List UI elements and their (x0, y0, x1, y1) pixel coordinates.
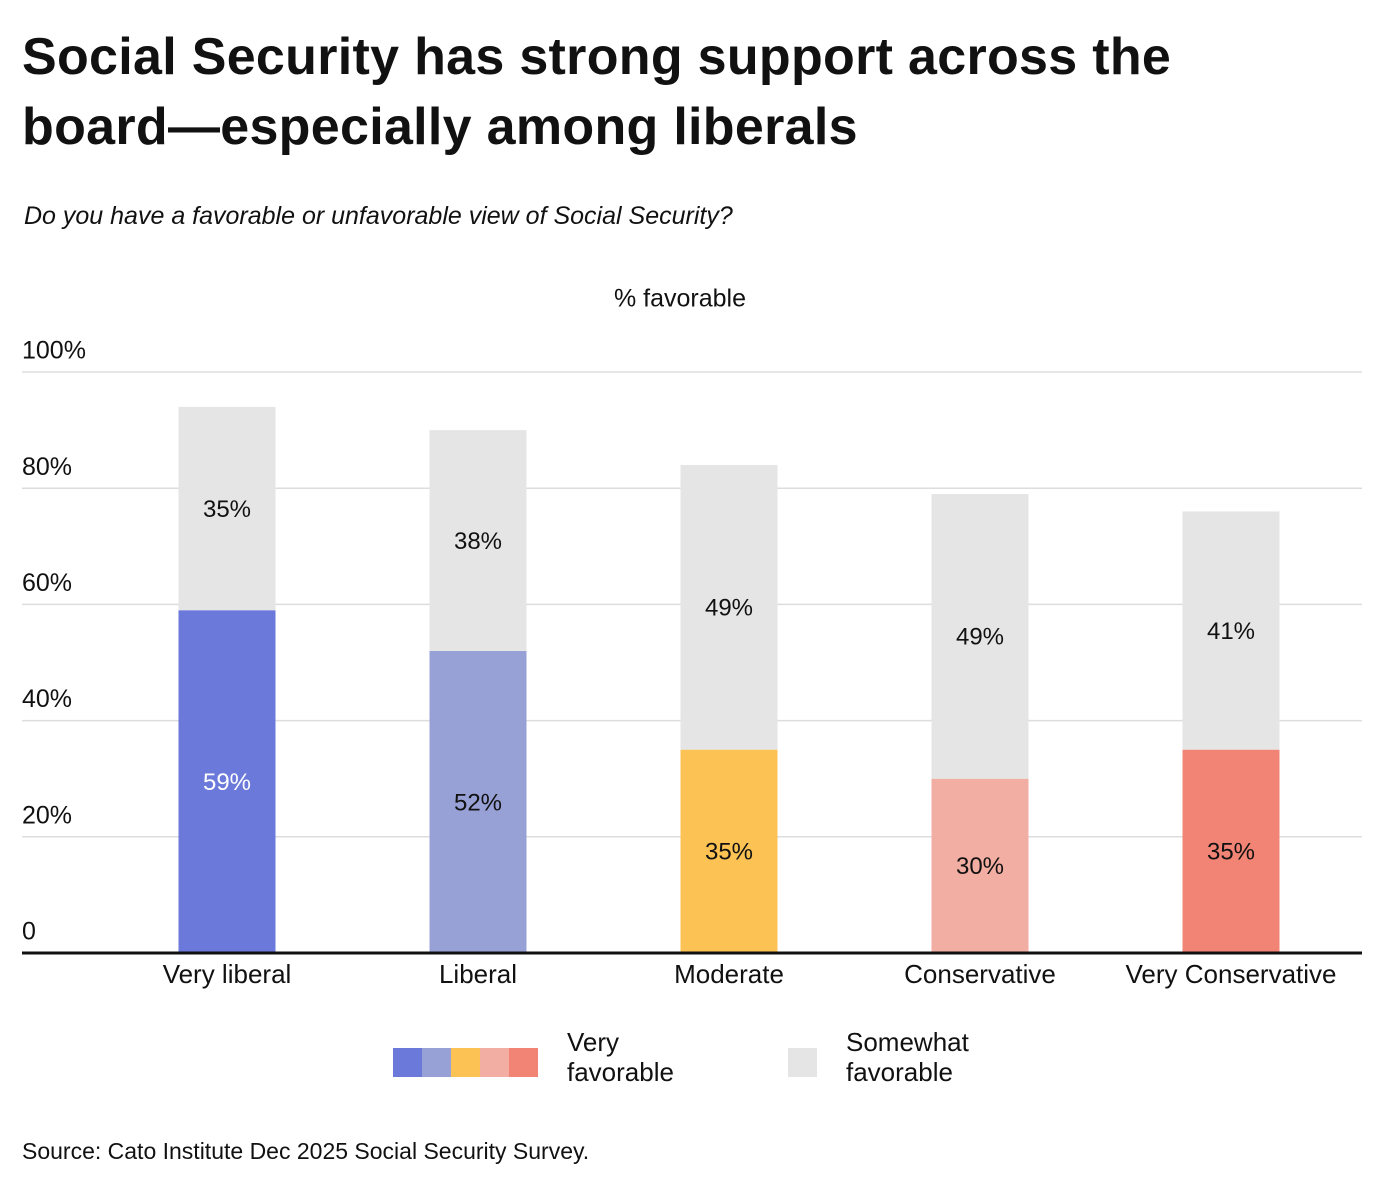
x-tick-label: Conservative (904, 959, 1056, 989)
bar-segment (429, 430, 527, 651)
bar-segment (1182, 749, 1280, 953)
legend-swatch (422, 1048, 451, 1077)
bar-segment (931, 778, 1029, 953)
value-label: 35% (705, 839, 753, 866)
bar-segment (178, 406, 276, 611)
bar-segment (429, 650, 527, 953)
value-label: 35% (1207, 839, 1255, 866)
y-tick-label: 40% (22, 685, 72, 713)
y-tick-label: 20% (22, 801, 72, 829)
bar-segment (1182, 511, 1280, 750)
legend-swatch (788, 1048, 817, 1077)
bar-segment (178, 610, 276, 953)
bar-segment (680, 464, 778, 750)
x-tick-label: Very liberal (163, 959, 292, 989)
value-label: 49% (956, 624, 1004, 651)
y-tick-label: 80% (22, 453, 72, 481)
y-tick-label: 100% (22, 337, 86, 365)
source-note: Source: Cato Institute Dec 2025 Social S… (22, 1138, 590, 1164)
value-label: 59% (203, 769, 251, 796)
value-label: 41% (1207, 618, 1255, 645)
legend-label: Very favorable (567, 1027, 674, 1087)
legend-swatch (451, 1048, 480, 1077)
value-label: 30% (956, 853, 1004, 880)
x-tick-label: Very Conservative (1126, 959, 1337, 989)
legend-swatch (480, 1048, 509, 1077)
legend-swatch (509, 1048, 538, 1077)
legend-label: Somewhat favorable (846, 1027, 969, 1087)
value-label: 49% (705, 595, 753, 622)
bar-segment (931, 494, 1029, 779)
x-tick-label: Moderate (674, 959, 784, 989)
value-label: 38% (454, 528, 502, 555)
bar-segment (680, 749, 778, 953)
x-tick-label: Liberal (439, 959, 517, 989)
chart-title: Social Security has strong support acros… (22, 28, 1172, 156)
y-axis-label: % favorable (614, 285, 746, 313)
legend-swatch (393, 1048, 422, 1077)
chart-subtitle: Do you have a favorable or unfavorable v… (24, 202, 733, 230)
y-tick-label: 60% (22, 569, 72, 597)
y-tick-label: 0 (22, 918, 36, 946)
value-label: 52% (454, 789, 502, 816)
value-label: 35% (203, 496, 251, 523)
